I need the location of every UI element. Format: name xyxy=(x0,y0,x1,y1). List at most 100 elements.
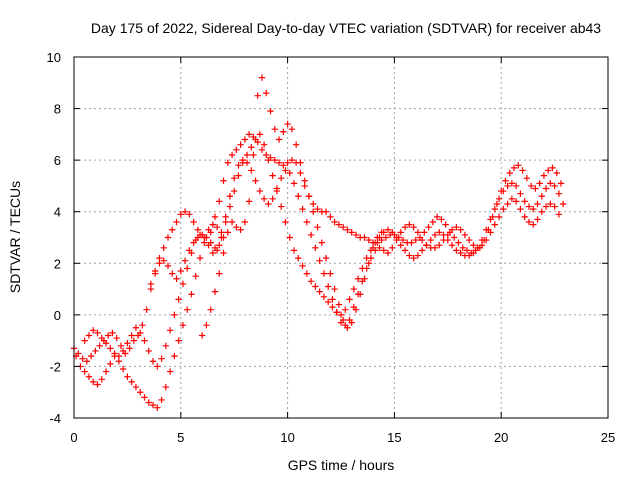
data-point xyxy=(186,247,193,254)
data-point xyxy=(542,203,550,210)
data-point xyxy=(440,236,447,244)
data-point xyxy=(314,205,321,213)
data-point xyxy=(235,162,242,169)
y-tick-label: 2 xyxy=(54,256,61,271)
data-point xyxy=(365,236,372,244)
x-tick-label: 20 xyxy=(494,430,508,445)
data-point xyxy=(318,239,325,246)
data-point xyxy=(487,229,494,236)
data-point xyxy=(455,239,462,246)
data-point xyxy=(117,342,125,349)
data-point xyxy=(335,221,343,228)
data-point xyxy=(453,223,460,231)
data-point xyxy=(282,218,289,226)
data-point xyxy=(248,167,255,174)
data-point xyxy=(203,234,210,241)
data-point xyxy=(557,180,565,187)
data-point xyxy=(525,218,533,226)
data-point xyxy=(517,190,524,197)
data-point xyxy=(320,293,328,301)
data-point xyxy=(295,254,302,262)
data-point xyxy=(269,195,276,203)
data-point xyxy=(267,107,274,115)
data-point xyxy=(111,350,118,357)
data-point xyxy=(231,174,238,182)
data-point xyxy=(465,252,473,259)
data-point xyxy=(352,306,360,313)
data-point xyxy=(506,169,513,177)
data-point xyxy=(500,205,507,213)
x-tick-label: 0 xyxy=(70,430,77,445)
data-point xyxy=(115,352,123,360)
data-point xyxy=(243,159,251,166)
data-point xyxy=(198,231,206,239)
data-point xyxy=(307,278,315,285)
data-point xyxy=(87,352,95,360)
data-point xyxy=(427,236,434,244)
data-point xyxy=(226,203,234,210)
data-point xyxy=(376,244,383,252)
data-point xyxy=(371,239,379,246)
data-point xyxy=(459,244,466,252)
data-point xyxy=(228,151,236,159)
data-point xyxy=(85,332,93,339)
data-point xyxy=(303,270,311,277)
data-point xyxy=(339,223,347,231)
x-tick-labels: 0 5 10 15 20 25 xyxy=(70,430,615,445)
data-point xyxy=(314,223,321,231)
data-point xyxy=(256,131,264,138)
data-point xyxy=(162,342,170,349)
data-point xyxy=(128,332,135,339)
data-point xyxy=(260,195,268,203)
data-point xyxy=(188,291,195,298)
data-point xyxy=(389,244,396,252)
data-point xyxy=(521,213,528,221)
data-point xyxy=(365,260,372,267)
data-point xyxy=(549,164,556,172)
data-point xyxy=(299,205,306,213)
data-point xyxy=(216,242,223,249)
data-point xyxy=(500,187,507,195)
data-point xyxy=(519,167,526,174)
data-point xyxy=(453,247,460,254)
data-point xyxy=(275,136,283,143)
data-point xyxy=(275,159,283,166)
data-point xyxy=(169,270,176,277)
data-point xyxy=(408,239,415,246)
data-point xyxy=(361,275,368,282)
data-point xyxy=(361,234,368,241)
data-point xyxy=(384,226,392,233)
data-point xyxy=(342,306,349,313)
data-point xyxy=(483,236,490,244)
data-point xyxy=(352,231,360,239)
data-point xyxy=(414,229,422,236)
data-point xyxy=(534,200,541,208)
data-point xyxy=(192,272,199,280)
data-point xyxy=(478,242,486,249)
data-point xyxy=(228,218,236,226)
x-tick-label: 5 xyxy=(177,430,184,445)
data-point xyxy=(277,203,285,210)
data-point xyxy=(137,389,144,396)
data-point xyxy=(312,283,319,290)
data-point xyxy=(85,373,93,380)
data-points xyxy=(70,74,567,411)
data-point xyxy=(154,363,161,370)
data-point xyxy=(194,226,202,233)
data-point xyxy=(273,185,281,192)
data-point xyxy=(487,216,494,223)
data-point xyxy=(399,236,407,244)
data-point xyxy=(346,296,353,303)
data-point xyxy=(436,242,443,249)
data-point xyxy=(350,285,358,293)
data-point xyxy=(184,265,191,272)
data-point xyxy=(169,226,176,233)
data-point xyxy=(173,218,180,226)
grid-lines xyxy=(74,57,608,418)
data-point xyxy=(423,242,430,249)
y-tick-labels: -4 -2 0 2 4 6 8 10 xyxy=(47,50,61,426)
data-point xyxy=(83,358,91,365)
data-point xyxy=(171,352,178,360)
data-point xyxy=(461,231,469,239)
